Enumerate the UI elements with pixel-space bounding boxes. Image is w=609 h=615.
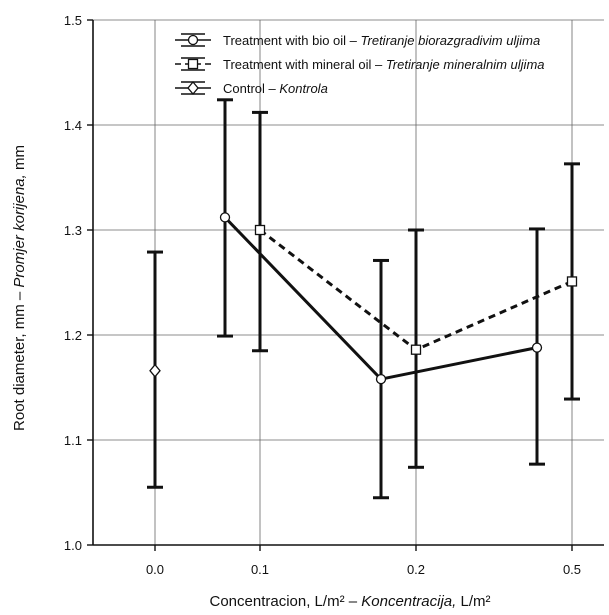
- y-tick-label: 1.1: [64, 433, 82, 448]
- legend-label: Treatment with mineral oil – Tretiranje …: [223, 57, 545, 72]
- square-marker: [254, 224, 266, 236]
- data-markers: [149, 212, 578, 385]
- x-axis-title: Concentracion, L/m² – Koncentracija, L/m…: [210, 593, 491, 610]
- y-tick-label: 1.3: [64, 223, 82, 238]
- legend: Treatment with bio oil – Tretiranje bior…: [175, 33, 545, 96]
- diamond-marker: [187, 80, 199, 96]
- y-axis-title: Root diameter, mm – Promjer korijena, mm: [11, 145, 28, 431]
- y-tick-label: 1.4: [64, 118, 82, 133]
- x-tick-label: 0.0: [146, 562, 164, 577]
- x-tick-label: 0.1: [251, 562, 269, 577]
- diamond-marker: [149, 363, 161, 378]
- legend-label: Treatment with bio oil – Tretiranje bior…: [223, 33, 540, 48]
- y-tick-label: 1.2: [64, 328, 82, 343]
- square-marker: [410, 344, 422, 355]
- circle-marker: [219, 212, 231, 223]
- circle-marker: [531, 342, 543, 353]
- tick-labels: 1.0 1.1 1.2 1.3 1.4 1.5 0.0 0.1 0.2 0.5: [64, 13, 581, 577]
- y-tick-label: 1.5: [64, 13, 82, 28]
- circle-marker: [375, 373, 387, 385]
- legend-label: Control – Kontrola: [223, 81, 328, 96]
- square-marker: [187, 58, 199, 70]
- y-tick-label: 1.0: [64, 538, 82, 553]
- square-marker: [566, 276, 578, 287]
- axes: [87, 19, 604, 551]
- x-tick-label: 0.5: [563, 562, 581, 577]
- x-tick-label: 0.2: [407, 562, 425, 577]
- circle-marker: [187, 34, 199, 46]
